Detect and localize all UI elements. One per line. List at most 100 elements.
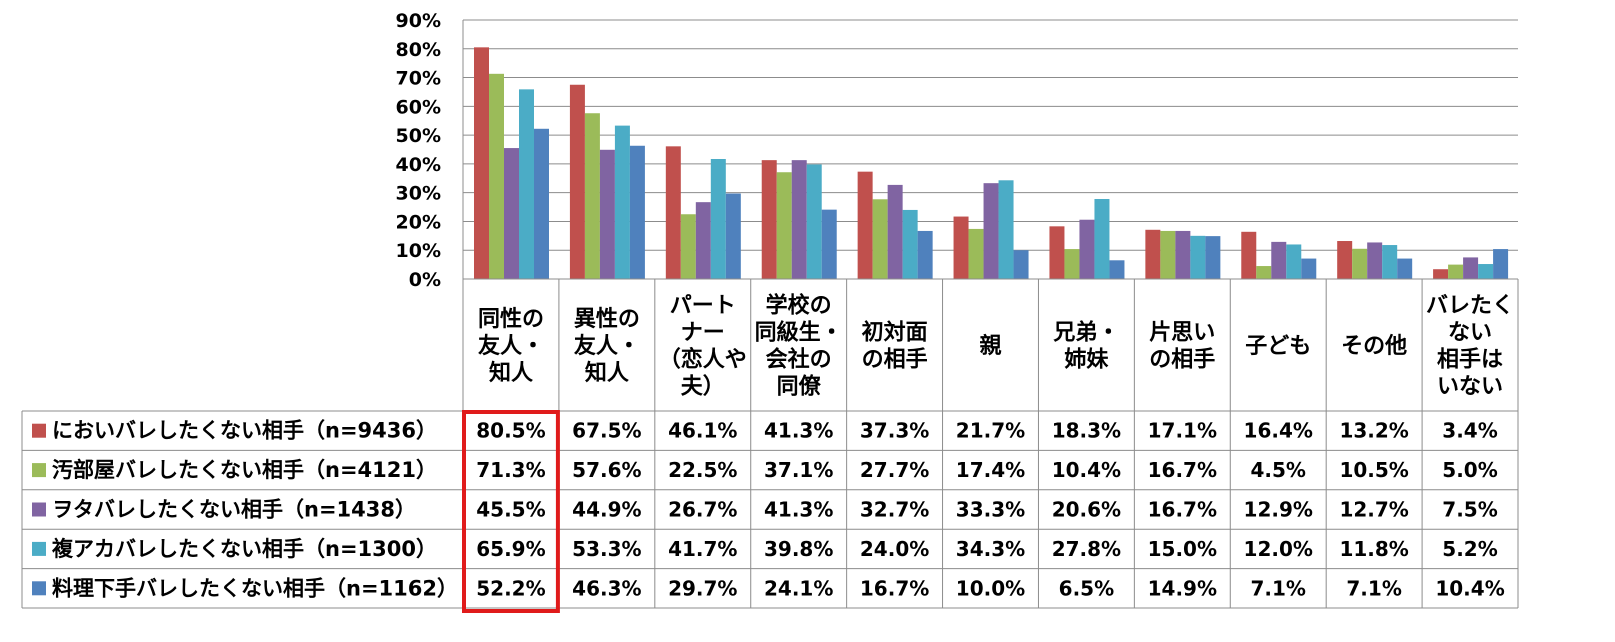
table-cell-value: 12.9% bbox=[1244, 498, 1313, 522]
bar bbox=[1301, 258, 1317, 279]
legend-label: 料理下手バレしたくない相手（n=1162） bbox=[52, 576, 458, 600]
table-cell-value: 10.5% bbox=[1339, 458, 1408, 482]
bar bbox=[1145, 229, 1161, 279]
legend-swatch bbox=[32, 581, 46, 596]
bar bbox=[584, 113, 600, 280]
table-cell-value: 46.3% bbox=[572, 576, 641, 600]
bar bbox=[1241, 231, 1257, 279]
y-tick-label: 50% bbox=[396, 125, 441, 147]
y-tick-label: 0% bbox=[409, 269, 441, 291]
table-cell-value: 5.0% bbox=[1442, 458, 1497, 482]
bar bbox=[1205, 236, 1221, 279]
bar bbox=[968, 228, 984, 279]
legend-label: 複アカバレしたくない相手（n=1300） bbox=[51, 537, 437, 561]
bar bbox=[1382, 245, 1398, 279]
table-cell-value: 53.3% bbox=[572, 537, 641, 561]
bar bbox=[1256, 266, 1272, 279]
legend-swatch bbox=[32, 541, 46, 556]
y-tick-label: 60% bbox=[396, 96, 441, 118]
bar bbox=[569, 84, 585, 279]
bar bbox=[821, 209, 837, 279]
bar bbox=[725, 193, 741, 279]
x-category-label: 兄弟・姉妹 bbox=[1052, 320, 1119, 373]
x-category-label: 異性の友人・知人 bbox=[574, 307, 640, 386]
highlight-box bbox=[462, 410, 560, 613]
x-category-label: 初対面の相手 bbox=[862, 320, 928, 373]
y-tick-label: 70% bbox=[396, 68, 441, 90]
table-cell-value: 27.8% bbox=[1052, 537, 1121, 561]
x-category-label: 学校の同級生・会社の同僚 bbox=[755, 293, 843, 400]
table-cell-value: 41.3% bbox=[764, 498, 833, 522]
bar bbox=[1397, 258, 1413, 279]
table-cell-value: 80.5% bbox=[476, 419, 545, 443]
bar bbox=[1337, 241, 1353, 279]
table-cell-value: 44.9% bbox=[572, 498, 641, 522]
bar bbox=[474, 47, 489, 279]
table-cell-value: 20.6% bbox=[1052, 498, 1121, 522]
table-cell-value: 26.7% bbox=[668, 498, 737, 522]
bar bbox=[761, 160, 777, 279]
bar bbox=[917, 230, 933, 279]
table-cells: 80.5% 67.5% 46.1% 41.3% 37.3% 21.7% 18.3% 17.1%… bbox=[476, 419, 1504, 601]
table-cell-value: 7.1% bbox=[1346, 576, 1401, 600]
table-cell-value: 14.9% bbox=[1148, 576, 1217, 600]
x-category-label: 子ども bbox=[1245, 334, 1311, 359]
table-cell-value: 22.5% bbox=[668, 458, 737, 482]
bar bbox=[1109, 260, 1125, 279]
table-cell-value: 4.5% bbox=[1250, 458, 1305, 482]
table-cell-value: 10.0% bbox=[956, 576, 1025, 600]
bar bbox=[489, 73, 504, 279]
table-cell-value: 65.9% bbox=[476, 537, 545, 561]
table-cell-value: 7.5% bbox=[1442, 498, 1497, 522]
table-cell-value: 46.1% bbox=[668, 419, 737, 443]
table-cell-value: 11.8% bbox=[1339, 537, 1408, 561]
y-tick-label: 30% bbox=[396, 183, 441, 205]
table-cell-value: 7.1% bbox=[1250, 576, 1305, 600]
bar bbox=[1271, 241, 1287, 279]
bar bbox=[614, 125, 630, 279]
table-cell-value: 10.4% bbox=[1052, 458, 1121, 482]
bar bbox=[629, 145, 645, 279]
y-tick-label: 80% bbox=[396, 39, 441, 61]
table-cell-value: 16.7% bbox=[1148, 498, 1217, 522]
table-cell-value: 32.7% bbox=[860, 498, 929, 522]
bar bbox=[872, 199, 888, 279]
table-cell-value: 10.4% bbox=[1435, 576, 1504, 600]
x-category-label: その他 bbox=[1341, 334, 1407, 359]
bar bbox=[665, 146, 681, 279]
table-cell-value: 37.3% bbox=[860, 419, 929, 443]
y-axis-ticks: 0% 10% 20% 30% 40% 50% 60% 70% 80% 90% bbox=[396, 10, 441, 291]
table-cell-value: 16.4% bbox=[1244, 419, 1313, 443]
table-cell-value: 37.1% bbox=[764, 458, 833, 482]
table-cell-value: 41.7% bbox=[668, 537, 737, 561]
table-cell-value: 16.7% bbox=[860, 576, 929, 600]
bar bbox=[1049, 226, 1065, 279]
table-cell-value: 24.1% bbox=[764, 576, 833, 600]
y-tick-label: 40% bbox=[396, 154, 441, 176]
bar bbox=[534, 128, 549, 279]
bar bbox=[1064, 249, 1080, 279]
category-labels: 同性の友人・知人異性の友人・知人パートナー（恋人や夫）学校の同級生・会社の同僚初… bbox=[478, 293, 1514, 400]
bar bbox=[902, 209, 918, 279]
table-cell-value: 17.1% bbox=[1148, 419, 1217, 443]
bar bbox=[1352, 248, 1368, 279]
legend-swatch bbox=[32, 423, 46, 438]
highlight-frame bbox=[462, 410, 560, 613]
x-category-label: パートナー（恋人や夫） bbox=[659, 294, 747, 400]
table-cell-value: 16.7% bbox=[1148, 458, 1217, 482]
bar bbox=[1079, 219, 1095, 279]
table-cell-value: 41.3% bbox=[764, 419, 833, 443]
bar bbox=[1433, 269, 1449, 279]
y-tick-label: 20% bbox=[396, 211, 441, 233]
table-cell-value: 5.2% bbox=[1442, 537, 1497, 561]
bar bbox=[1175, 230, 1191, 279]
legend-label: ヲタバレしたくない相手（n=1438） bbox=[52, 498, 416, 522]
table-cell-value: 12.0% bbox=[1244, 537, 1313, 561]
bar bbox=[983, 183, 999, 279]
table-cell-value: 29.7% bbox=[668, 576, 737, 600]
bar bbox=[887, 184, 903, 279]
bar bbox=[599, 149, 615, 279]
table-cell-value: 57.6% bbox=[572, 458, 641, 482]
x-category-label: 親 bbox=[979, 334, 1001, 359]
bar bbox=[1190, 235, 1206, 279]
